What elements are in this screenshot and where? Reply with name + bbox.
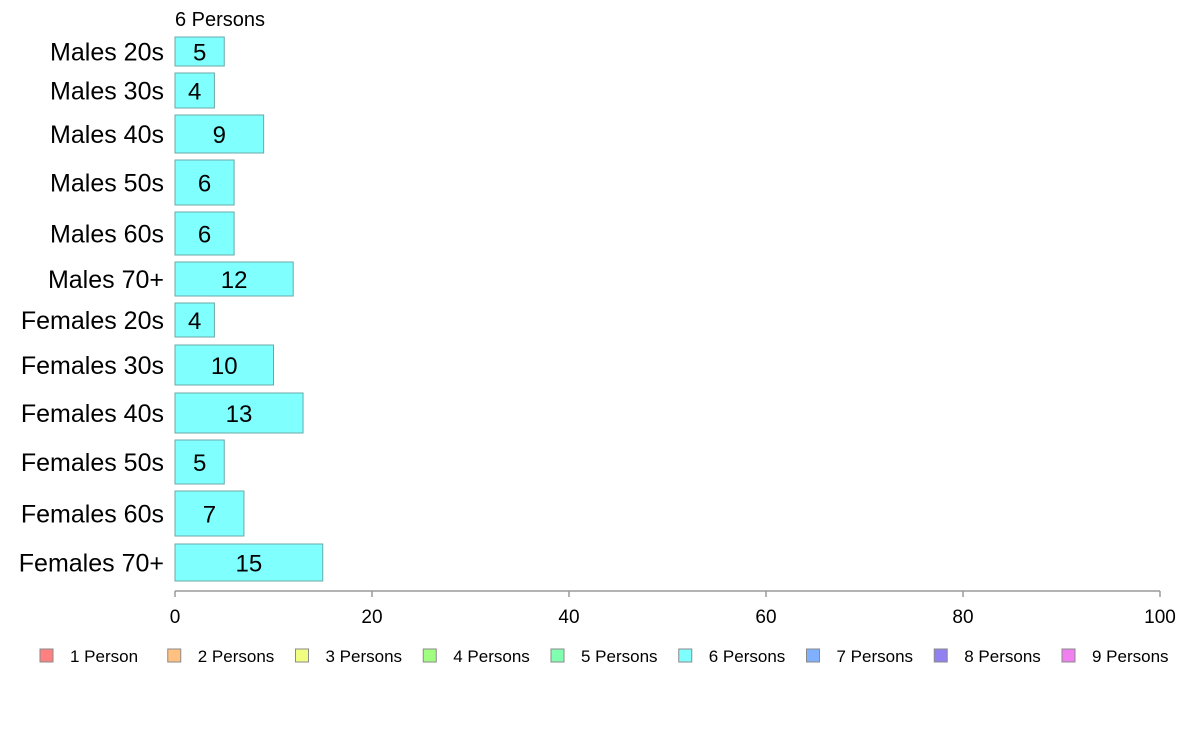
bar-value-label: 6 [198, 171, 211, 198]
category-label: Males 50s [50, 170, 164, 198]
legend-swatch [806, 648, 820, 663]
bar [174, 211, 235, 256]
legend-label: 5 Persons [581, 647, 658, 666]
legend-label: 2 Persons [198, 647, 275, 666]
bar [174, 159, 235, 206]
legend-swatch [295, 648, 309, 663]
bar [174, 36, 225, 67]
x-tick-label: 40 [558, 607, 579, 628]
legend-swatch [39, 648, 54, 663]
x-tick-label: 60 [755, 607, 776, 628]
chart-title: 6 Persons [175, 9, 265, 31]
legend-label: 1 Person [70, 647, 138, 666]
bar [174, 72, 215, 109]
legend-swatch [167, 648, 182, 663]
bar [174, 261, 294, 297]
bar-value-label: 10 [211, 353, 238, 380]
bar-value-label: 9 [213, 122, 226, 149]
category-label: Males 40s [50, 121, 164, 149]
x-tick-label: 0 [170, 607, 181, 628]
bar-value-label: 7 [203, 502, 216, 529]
x-tick-label: 100 [1144, 607, 1176, 628]
bars-group: Males 20s 5 Males 30s 4 Males 40s 9 Males 50s 6… [19, 36, 324, 582]
bar [174, 543, 324, 582]
legend-swatch [678, 648, 693, 663]
bar-value-label: 12 [221, 267, 248, 294]
legend-swatch [933, 648, 948, 663]
legend-label: 4 Persons [453, 647, 530, 666]
category-label: Females 30s [21, 352, 164, 380]
category-label: Males 70+ [48, 266, 164, 294]
category-label: Males 20s [50, 39, 164, 67]
x-tick-label: 80 [952, 607, 973, 628]
legend-label: 7 Persons [837, 647, 914, 666]
bar-value-label: 6 [198, 222, 211, 249]
bar-value-label: 4 [188, 308, 201, 335]
legend-swatch [422, 648, 437, 663]
x-tick-label: 20 [361, 607, 382, 628]
category-label: Females 50s [21, 449, 164, 477]
bar [174, 392, 304, 434]
bar-value-label: 15 [236, 551, 263, 578]
legend-swatch [1061, 648, 1076, 663]
bar [174, 302, 215, 338]
legend-label: 3 Persons [326, 647, 403, 666]
bar [174, 114, 265, 154]
category-label: Males 60s [50, 221, 164, 249]
legend-swatch [550, 648, 565, 663]
bar-value-label: 5 [193, 40, 206, 67]
legend-label: 9 Persons [1092, 647, 1169, 666]
bar-value-label: 4 [188, 79, 201, 106]
bar-value-label: 5 [193, 450, 206, 477]
category-label: Females 20s [21, 307, 164, 335]
legend-label: 8 Persons [964, 647, 1041, 666]
bar [174, 344, 274, 386]
category-label: Females 60s [21, 501, 164, 529]
bar [174, 490, 245, 537]
bar [174, 439, 225, 485]
category-label: Females 70+ [19, 550, 164, 578]
category-label: Females 40s [21, 400, 164, 428]
bar-value-label: 13 [226, 401, 253, 428]
x-axis: 0 20 40 60 80 100 [170, 590, 1176, 628]
legend-label: 6 Persons [709, 647, 786, 666]
category-label: Males 30s [50, 78, 164, 106]
legend: 1 Person 2 Persons 3 Persons 4 Persons 5 Per… [39, 647, 1169, 666]
